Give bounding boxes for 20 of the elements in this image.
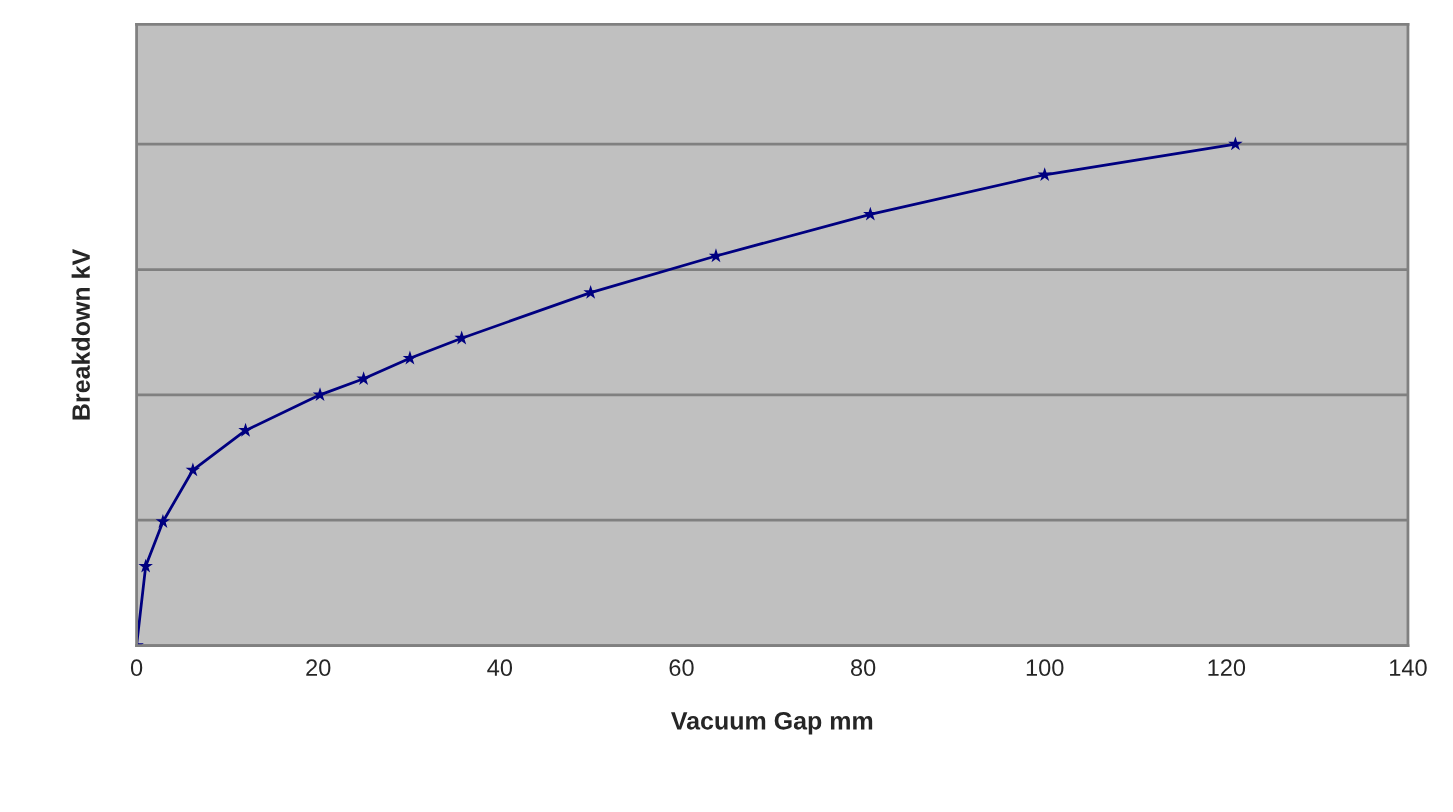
point xyxy=(238,422,253,437)
y-axis-title: Breakdown kV xyxy=(71,248,90,420)
point xyxy=(138,558,153,573)
point xyxy=(454,330,469,345)
x-tick-label: 60 xyxy=(669,659,694,677)
point xyxy=(1228,136,1243,151)
point xyxy=(402,350,418,365)
x-tick-label: 120 xyxy=(1208,659,1246,677)
x-axis-title: Vacuum Gap mm xyxy=(671,711,873,735)
point xyxy=(185,462,201,477)
x-tick-label: 80 xyxy=(850,659,876,677)
point xyxy=(708,248,724,263)
x-tick-label: 20 xyxy=(306,659,331,677)
point xyxy=(1037,167,1052,181)
x-tick-label: 100 xyxy=(1026,659,1064,677)
point xyxy=(155,514,171,528)
x-tick-label: 0 xyxy=(130,659,143,677)
x-tick-label: 140 xyxy=(1390,659,1427,677)
x-tick-label: 40 xyxy=(487,659,513,677)
point xyxy=(356,371,371,385)
